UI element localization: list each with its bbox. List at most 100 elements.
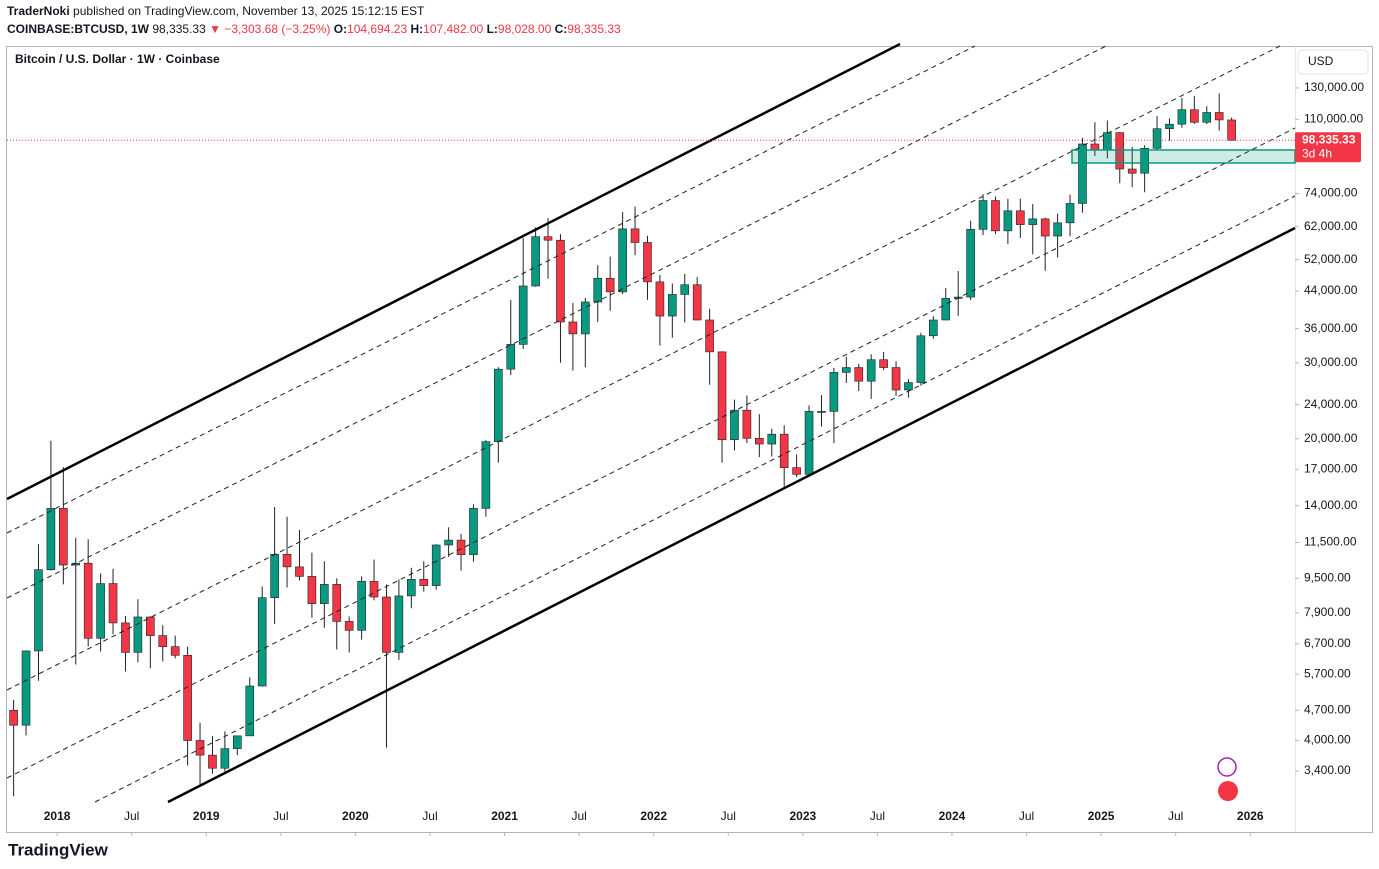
x-tick-label: Jul: [273, 809, 288, 823]
candle-body: [481, 441, 491, 509]
channel-dashed: [6, 127, 1296, 779]
x-tick-label: 2021: [491, 809, 518, 823]
candle-body: [195, 740, 205, 756]
candle-body: [817, 411, 826, 413]
y-tick-label: 6,700.00: [1304, 636, 1351, 650]
candle-body: [854, 367, 864, 382]
candle-body: [978, 200, 988, 230]
candle-body: [1165, 123, 1174, 129]
x-tick-label: Jul: [422, 809, 437, 823]
x-tick-label: 2018: [44, 809, 71, 823]
symbol: COINBASE:BTCUSD, 1W: [7, 22, 150, 36]
candle-body: [208, 754, 217, 769]
y-tick-label: 44,000.00: [1304, 283, 1358, 297]
candle-body: [1152, 128, 1162, 149]
y-tick-label: 130,000.00: [1304, 80, 1364, 94]
candle-body: [581, 301, 590, 335]
y-tick-label: 110,000.00: [1304, 111, 1363, 125]
countdown: 3d 4h: [1302, 146, 1332, 160]
channel-upper: [6, 42, 901, 501]
candle-body: [121, 622, 130, 653]
candle-body: [643, 242, 652, 283]
candle-body: [71, 562, 81, 566]
candle-body: [904, 382, 913, 391]
candle-body: [1040, 218, 1050, 237]
quote-line: COINBASE:BTCUSD, 1W 98,335.33 ▼ −3,303.6…: [7, 22, 621, 36]
y-tick-label: 24,000.00: [1304, 397, 1358, 411]
currency-button[interactable]: [1297, 49, 1369, 75]
candle-body: [742, 409, 752, 439]
icon: [1217, 757, 1237, 777]
x-tick-label: 2023: [789, 809, 816, 823]
change: ▼ −3,303.68 (−3.25%): [209, 22, 331, 36]
channel-dashed: [6, 45, 1107, 599]
candle-body: [456, 539, 466, 555]
o-label: O:: [333, 22, 348, 36]
candle-body: [21, 650, 31, 726]
currency: USD: [1308, 54, 1334, 68]
candles: [9, 93, 1236, 797]
candle-body: [282, 554, 292, 568]
candle-body: [46, 508, 56, 570]
candle-body: [332, 584, 342, 622]
y-tick-label: 62,000.00: [1304, 219, 1358, 233]
drawings: [6, 42, 1296, 804]
candle-body: [755, 438, 764, 445]
x-tick-label: Jul: [1168, 809, 1183, 823]
channel-dashed: [6, 45, 1281, 691]
candle-body: [792, 467, 801, 475]
logo: TradingView: [8, 840, 109, 859]
open: 104,694.23: [347, 22, 408, 36]
candle-body: [568, 321, 578, 335]
candle-body: [991, 200, 1000, 232]
y-tick-label: 17,000.00: [1304, 461, 1358, 475]
x-tick-label: 2026: [1237, 809, 1264, 823]
channel-dashed: [94, 195, 1296, 803]
candle-body: [1078, 143, 1087, 204]
y-tick-label: 30,000.00: [1304, 355, 1358, 369]
channel-dashed: [6, 45, 976, 534]
candle-body: [866, 359, 876, 382]
low: 98,028.00: [497, 22, 552, 36]
candle-body: [767, 433, 777, 445]
candle-body: [518, 285, 528, 345]
x-tick-label: Jul: [124, 809, 139, 823]
candle-body: [494, 368, 503, 442]
candle-body: [1103, 132, 1112, 151]
candle-body: [133, 616, 143, 653]
candle-body: [419, 579, 429, 586]
support-zone: [1071, 149, 1296, 164]
y-tick-label: 4,000.00: [1304, 733, 1351, 747]
candle-body: [344, 621, 354, 631]
candle-body: [108, 583, 118, 624]
high: 107,482.00: [423, 22, 484, 36]
chart-frame: [6, 46, 1373, 833]
h-label: H:: [410, 22, 424, 36]
candle-body: [469, 508, 478, 555]
candle-body: [233, 735, 242, 749]
candle-body: [1227, 119, 1236, 141]
last-price-label: 98,335.33: [1302, 132, 1356, 146]
chart-title: Bitcoin / U.S. Dollar · 1W · Coinbase: [15, 52, 220, 66]
author: TraderNoki: [7, 4, 70, 18]
candle-body: [730, 409, 739, 441]
y-tick-label: 9,500.00: [1304, 571, 1351, 585]
candle-body: [593, 277, 603, 303]
x-tick-label: 2022: [640, 809, 667, 823]
candle-body: [382, 596, 391, 653]
channel-lower: [167, 226, 1296, 804]
y-tick-label: 11,500.00: [1304, 535, 1357, 549]
y-tick-label: 7,900.00: [1304, 605, 1351, 619]
candle-body: [220, 748, 230, 769]
candle-body: [407, 579, 416, 597]
candle-body: [444, 539, 453, 546]
close: 98,335.33: [567, 22, 621, 36]
last-price-box: [1295, 132, 1361, 163]
candle-body: [1090, 143, 1100, 151]
candle-body: [1190, 109, 1199, 123]
x-tick-label: Jul: [571, 809, 586, 823]
candle-body: [966, 229, 975, 298]
x-tick-label: 2020: [342, 809, 369, 823]
candle-body: [245, 685, 255, 737]
candle-body: [320, 584, 329, 604]
